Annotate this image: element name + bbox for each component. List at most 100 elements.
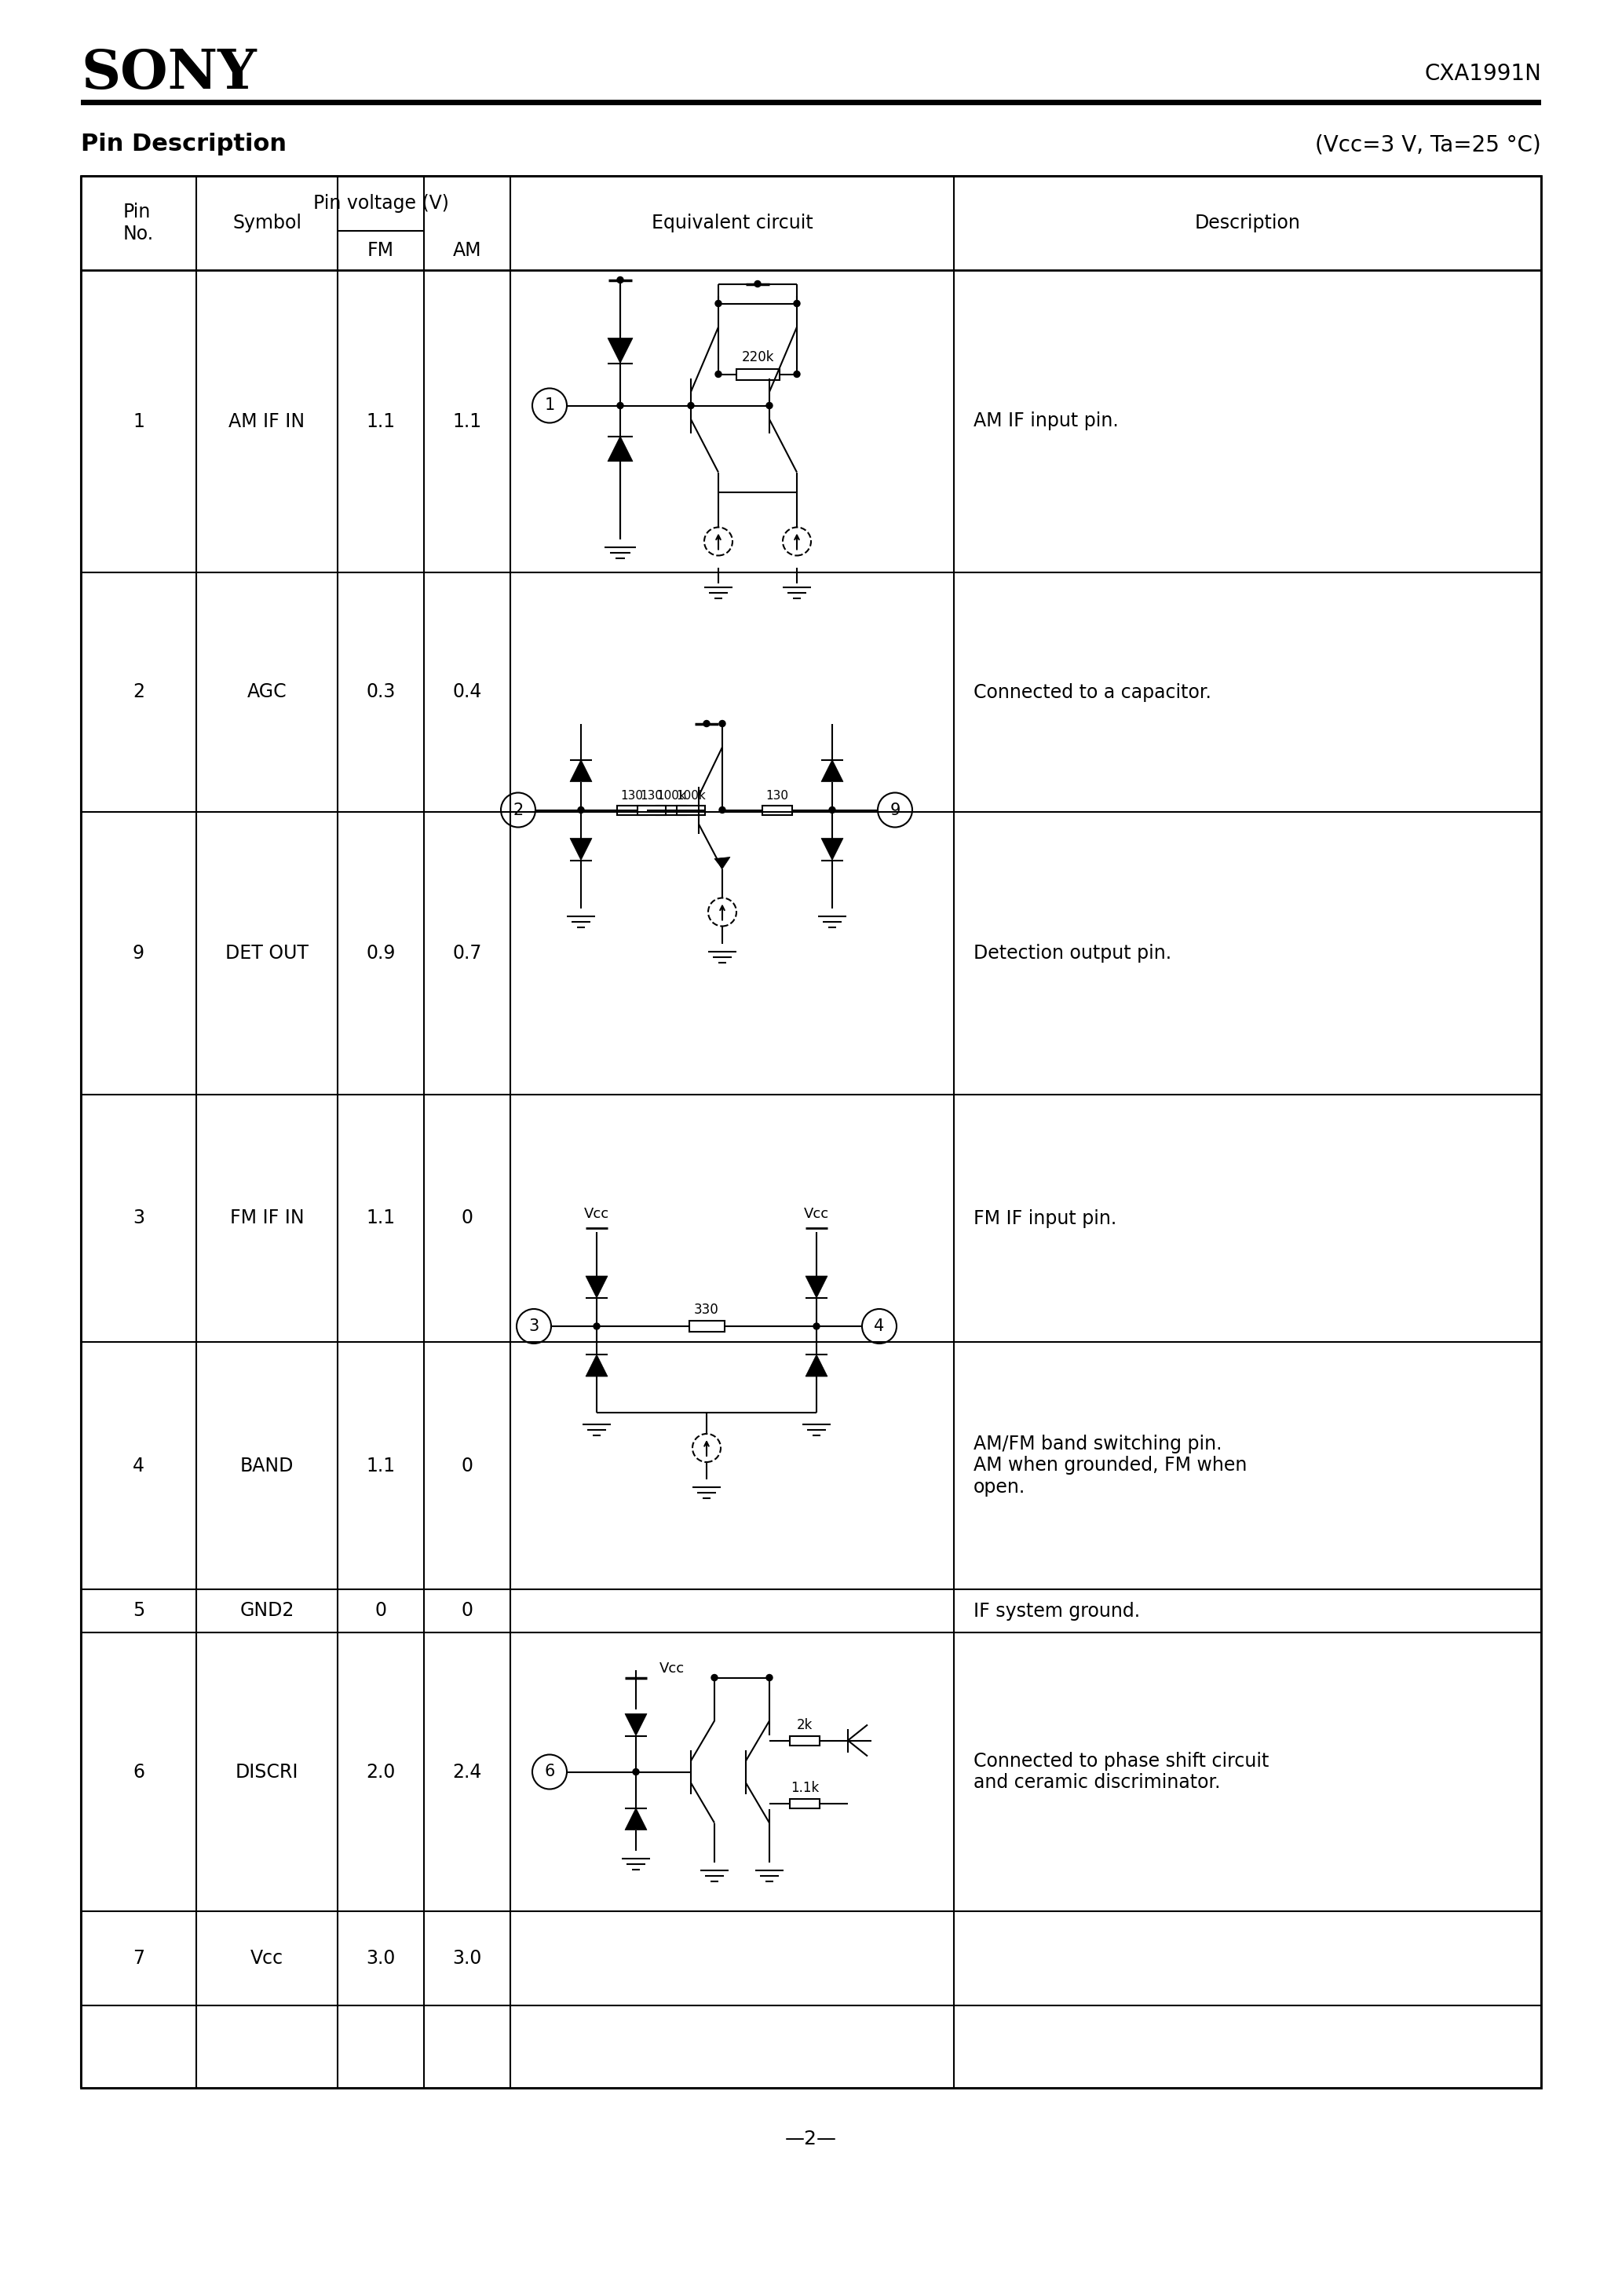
Text: 1.1: 1.1 (367, 1210, 396, 1228)
Circle shape (704, 721, 710, 728)
Text: Symbol: Symbol (232, 214, 302, 232)
Circle shape (766, 1674, 772, 1681)
Text: 4: 4 (133, 1456, 144, 1474)
Circle shape (719, 806, 725, 813)
Polygon shape (608, 338, 633, 363)
Text: 1.1k: 1.1k (790, 1779, 819, 1795)
Text: AM IF input pin.: AM IF input pin. (973, 411, 1119, 432)
Circle shape (829, 806, 835, 813)
Polygon shape (586, 1355, 608, 1378)
Text: IF system ground.: IF system ground. (973, 1603, 1140, 1621)
Text: 4: 4 (874, 1318, 884, 1334)
Text: GND2: GND2 (240, 1603, 294, 1621)
Text: DET OUT: DET OUT (225, 944, 308, 962)
Text: 3: 3 (529, 1318, 539, 1334)
Bar (81, 177, 1541, 2087)
Text: 100k: 100k (676, 790, 706, 801)
Text: 0: 0 (375, 1603, 386, 1621)
Circle shape (793, 301, 800, 308)
Text: AM: AM (453, 241, 482, 259)
Text: Pin voltage (V): Pin voltage (V) (313, 193, 449, 214)
Text: FM: FM (368, 241, 394, 259)
Text: 2k: 2k (796, 1717, 813, 1731)
Circle shape (715, 301, 722, 308)
Bar (736, 370, 779, 379)
Bar (762, 806, 792, 815)
Polygon shape (624, 1713, 647, 1736)
Text: 100k: 100k (657, 790, 686, 801)
Text: FM IF IN: FM IF IN (230, 1210, 303, 1228)
Text: 6: 6 (545, 1763, 555, 1779)
Text: Connected to phase shift circuit
and ceramic discriminator.: Connected to phase shift circuit and cer… (973, 1752, 1268, 1793)
Bar (616, 806, 647, 815)
Text: 0.4: 0.4 (453, 682, 482, 703)
Text: 3.0: 3.0 (453, 1949, 482, 1968)
Polygon shape (821, 838, 843, 861)
Text: 330: 330 (694, 1302, 719, 1318)
Text: Detection output pin.: Detection output pin. (973, 944, 1171, 962)
Circle shape (712, 1674, 717, 1681)
Polygon shape (569, 760, 592, 781)
Text: 3: 3 (133, 1210, 144, 1228)
Text: 3.0: 3.0 (367, 1949, 396, 1968)
Text: 0.9: 0.9 (367, 944, 396, 962)
Text: 2.0: 2.0 (367, 1763, 396, 1782)
Text: 0.7: 0.7 (453, 944, 482, 962)
Circle shape (616, 278, 623, 282)
Circle shape (793, 372, 800, 377)
Text: Vcc: Vcc (660, 1660, 684, 1676)
Polygon shape (714, 856, 730, 868)
Polygon shape (586, 1277, 608, 1297)
Text: DISCRI: DISCRI (235, 1763, 298, 1782)
Text: Vcc: Vcc (250, 1949, 284, 1968)
Circle shape (766, 402, 772, 409)
Text: 1.1: 1.1 (367, 1456, 396, 1474)
Bar (676, 806, 706, 815)
Text: BAND: BAND (240, 1456, 294, 1474)
Text: 0.3: 0.3 (367, 682, 396, 703)
Text: 2: 2 (513, 801, 524, 817)
Text: Equivalent circuit: Equivalent circuit (652, 214, 813, 232)
Circle shape (577, 806, 584, 813)
Text: Description: Description (1194, 214, 1301, 232)
Circle shape (754, 280, 761, 287)
Text: 130: 130 (766, 790, 788, 801)
Text: 1.1: 1.1 (453, 411, 482, 432)
Circle shape (616, 402, 623, 409)
Polygon shape (806, 1277, 827, 1297)
Text: 130: 130 (641, 790, 663, 801)
Circle shape (633, 1768, 639, 1775)
Text: 130: 130 (621, 790, 644, 801)
Text: 1.1: 1.1 (367, 411, 396, 432)
Text: 0: 0 (461, 1603, 474, 1621)
Text: Connected to a capacitor.: Connected to a capacitor. (973, 682, 1212, 703)
Text: (Vcc=3 V, Ta=25 °C): (Vcc=3 V, Ta=25 °C) (1315, 133, 1541, 156)
Text: CXA1991N: CXA1991N (1424, 62, 1541, 85)
Bar (657, 806, 686, 815)
Text: Vcc: Vcc (805, 1208, 829, 1221)
Text: —2—: —2— (785, 2128, 837, 2149)
Text: Pin
No.: Pin No. (123, 202, 154, 243)
Text: AM IF IN: AM IF IN (229, 411, 305, 432)
Bar (637, 806, 665, 815)
Circle shape (688, 402, 694, 409)
Circle shape (594, 1322, 600, 1329)
Text: 2.4: 2.4 (453, 1763, 482, 1782)
Circle shape (715, 372, 722, 377)
Circle shape (719, 721, 725, 728)
Polygon shape (806, 1355, 827, 1378)
Text: 7: 7 (133, 1949, 144, 1968)
Bar (81, 99, 1541, 106)
Text: Pin Description: Pin Description (81, 133, 287, 156)
Text: FM IF input pin.: FM IF input pin. (973, 1210, 1116, 1228)
Bar (790, 1798, 819, 1807)
Text: 1: 1 (545, 397, 555, 413)
Text: 0: 0 (461, 1456, 474, 1474)
Text: Vcc: Vcc (584, 1208, 610, 1221)
Text: 2: 2 (133, 682, 144, 703)
Text: SONY: SONY (81, 48, 256, 101)
Text: 0: 0 (461, 1210, 474, 1228)
Text: AM/FM band switching pin.
AM when grounded, FM when
open.: AM/FM band switching pin. AM when ground… (973, 1435, 1247, 1497)
Text: AGC: AGC (247, 682, 287, 703)
Text: 9: 9 (890, 801, 900, 817)
